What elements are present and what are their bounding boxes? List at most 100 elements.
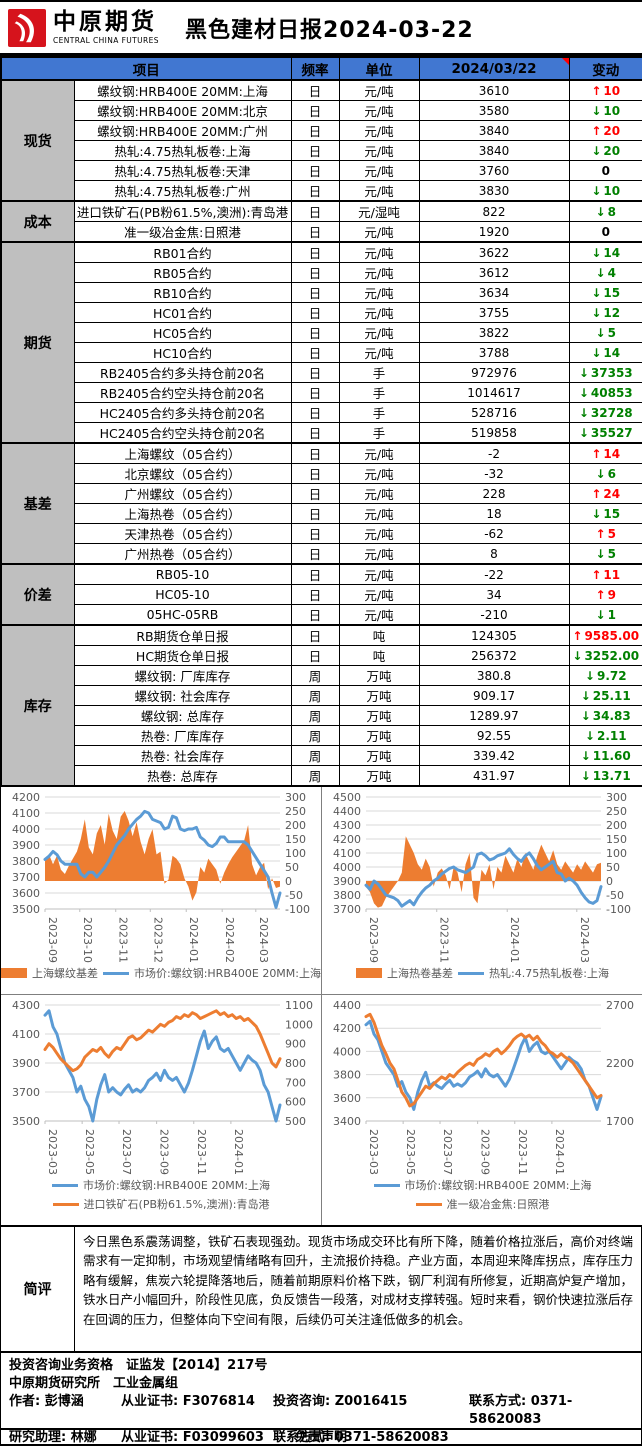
arrow-up-icon: ↑ bbox=[591, 567, 602, 582]
table-row: 热卷: 厂库库存周万吨 92.55 ↓ 2.11 bbox=[1, 725, 642, 746]
svg-text:200: 200 bbox=[285, 819, 306, 832]
table-row: HC2405合约多头持仓前20名日手 528716 ↓ 32728 bbox=[1, 402, 642, 423]
table-row: 价差 RB05-10 日元/吨 -22 ↑ 11 bbox=[0, 563, 642, 626]
cell-change: ↓ 5 bbox=[568, 543, 642, 565]
svg-text:2023-09: 2023-09 bbox=[367, 917, 380, 963]
legend-swatch-area-icon bbox=[1, 968, 27, 978]
cell-frequency: 日 bbox=[290, 382, 340, 403]
cell-value: 3788 bbox=[418, 342, 570, 363]
qualification-line: 投资咨询业务资格 证监发【2014】217号 bbox=[9, 1357, 633, 1375]
cell-value: -210 bbox=[418, 604, 570, 626]
table-row: HC2405合约空头持仓前20名日手 519858 ↓ 35527 bbox=[1, 422, 642, 444]
cell-change: ↓ 25.11 bbox=[568, 685, 642, 706]
cell-unit: 吨 bbox=[338, 624, 420, 646]
cell-change: ↓ 9.72 bbox=[568, 665, 642, 686]
cell-value: 528716 bbox=[418, 402, 570, 423]
svg-text:2023-09: 2023-09 bbox=[46, 917, 59, 963]
table-row: 05HC-05RB 日元/吨 -210 ↓ 1 bbox=[1, 604, 642, 626]
cell-value: 1920 bbox=[418, 221, 570, 243]
cell-frequency: 日 bbox=[290, 624, 340, 646]
svg-text:300: 300 bbox=[606, 791, 627, 804]
cell-frequency: 周 bbox=[290, 685, 340, 706]
svg-text:2024-03: 2024-03 bbox=[578, 917, 591, 963]
svg-text:2023-11: 2023-11 bbox=[194, 1129, 207, 1175]
legend-label: 市场价:螺纹钢:HRB400E 20MM:上海 bbox=[134, 967, 321, 980]
svg-text:600: 600 bbox=[285, 1096, 306, 1109]
cell-frequency: 日 bbox=[290, 200, 340, 222]
svg-text:4000: 4000 bbox=[333, 1045, 361, 1058]
table-row: 库存 RB期货仓单日报日吨 124305 ↑ 9585.00 bbox=[0, 624, 642, 787]
table-row: RB10合约日元/吨 3634 ↓ 15 bbox=[1, 282, 642, 303]
col-header-date: 2024/03/22 bbox=[418, 56, 570, 81]
svg-text:3600: 3600 bbox=[333, 1092, 361, 1105]
chart-legend-row: 准一级冶金焦:日照港 bbox=[415, 1196, 550, 1212]
svg-text:50: 50 bbox=[606, 861, 620, 874]
svg-text:4300: 4300 bbox=[333, 819, 361, 832]
cell-unit: 手 bbox=[338, 382, 420, 403]
chart-legend-row: 市场价:螺纹钢:HRB400E 20MM:上海 bbox=[52, 1177, 270, 1193]
cell-unit: 元/吨 bbox=[338, 180, 420, 202]
company-name-en: CENTRAL CHINA FUTURES bbox=[53, 35, 159, 45]
cell-change: ↓ 15 bbox=[568, 503, 642, 524]
cell-value: 3610 bbox=[418, 79, 570, 101]
svg-text:2023-03: 2023-03 bbox=[367, 1129, 380, 1175]
table-row: 成本 进口铁矿石(PB粉61.5%,澳洲):青岛港日元/湿吨 822 ↓ 8 bbox=[0, 200, 642, 243]
assistant-line: 研究助理: 林娜 从业证书: F03099603 联系方式: 0371-5862… bbox=[9, 1429, 633, 1445]
svg-text:3900: 3900 bbox=[333, 875, 361, 888]
table-row: 天津热卷（05合约）日元/吨 -62 ↑ 5 bbox=[1, 523, 642, 544]
cell-value: 3840 bbox=[418, 140, 570, 161]
legend-label: 市场价:螺纹钢:HRB400E 20MM:上海 bbox=[404, 1179, 592, 1192]
cell-change: ↓ 6 bbox=[568, 463, 642, 484]
svg-text:2023-11: 2023-11 bbox=[516, 1129, 529, 1175]
cell-frequency: 日 bbox=[290, 543, 340, 565]
svg-text:2200: 2200 bbox=[606, 1057, 634, 1070]
cell-item: 螺纹钢:HRB400E 20MM:广州 bbox=[73, 120, 292, 141]
cell-value: 124305 bbox=[418, 624, 570, 646]
cell-frequency: 日 bbox=[290, 584, 340, 605]
chart-legend-row: 进口铁矿石(PB粉61.5%,澳洲):青岛港 bbox=[52, 1196, 269, 1212]
table-row: 热轧:4.75热轧板卷:广州日元/吨 3830 ↓ 10 bbox=[1, 180, 642, 202]
cell-item: 05HC-05RB bbox=[73, 604, 292, 626]
svg-text:200: 200 bbox=[606, 819, 627, 832]
cell-frequency: 日 bbox=[290, 120, 340, 141]
arrow-down-icon: ↓ bbox=[578, 385, 589, 400]
cell-item: HC10合约 bbox=[73, 342, 292, 363]
cell-unit: 元/吨 bbox=[338, 604, 420, 626]
chart-plot: 4200410040003900380037003600350030025020… bbox=[12, 791, 310, 963]
cell-item: 螺纹钢: 总库存 bbox=[73, 705, 292, 726]
cell-item: 北京螺纹（05合约） bbox=[73, 463, 292, 484]
table-row: HC期货仓单日报日吨 256372 ↓ 3252.00 bbox=[1, 645, 642, 666]
svg-text:3600: 3600 bbox=[12, 887, 40, 900]
table-row: HC10合约日元/吨 3788 ↓ 14 bbox=[1, 342, 642, 363]
cell-frequency: 日 bbox=[290, 221, 340, 243]
legend-swatch-line-icon bbox=[52, 1183, 78, 1187]
legend-label: 准一级冶金焦:日照港 bbox=[446, 1198, 550, 1211]
cell-change: ↑ 11 bbox=[568, 563, 642, 585]
cell-value: -2 bbox=[418, 442, 570, 464]
cell-unit: 万吨 bbox=[338, 745, 420, 766]
arrow-down-icon: ↓ bbox=[572, 648, 583, 663]
arrow-down-icon: ↓ bbox=[595, 607, 606, 622]
cell-unit: 万吨 bbox=[338, 705, 420, 726]
cell-value: 92.55 bbox=[418, 725, 570, 746]
arrow-down-icon: ↓ bbox=[578, 425, 589, 440]
cell-unit: 元/吨 bbox=[338, 322, 420, 343]
cell-change: ↑ 20 bbox=[568, 120, 642, 141]
arrow-down-icon: ↓ bbox=[580, 708, 591, 723]
svg-text:250: 250 bbox=[285, 805, 306, 818]
cell-unit: 元/吨 bbox=[338, 120, 420, 141]
cell-value: 8 bbox=[418, 543, 570, 565]
section-label: 现货 bbox=[0, 79, 75, 202]
chart-legend: 市场价:螺纹钢:HRB400E 20MM:上海 进口铁矿石(PB粉61.5%,澳洲… bbox=[1, 1177, 321, 1212]
cell-unit: 元/吨 bbox=[338, 302, 420, 323]
arrow-down-icon: ↓ bbox=[595, 265, 606, 280]
cell-unit: 元/吨 bbox=[338, 543, 420, 565]
assistant-name: 研究助理: 林娜 bbox=[9, 1429, 97, 1445]
cell-frequency: 日 bbox=[290, 79, 340, 101]
cell-value: 34 bbox=[418, 584, 570, 605]
cell-value: 380.8 bbox=[418, 665, 570, 686]
section-label: 期货 bbox=[0, 241, 75, 444]
cell-item: HC期货仓单日报 bbox=[73, 645, 292, 666]
arrow-down-icon: ↓ bbox=[584, 728, 595, 743]
arrow-up-icon: ↑ bbox=[591, 83, 602, 98]
